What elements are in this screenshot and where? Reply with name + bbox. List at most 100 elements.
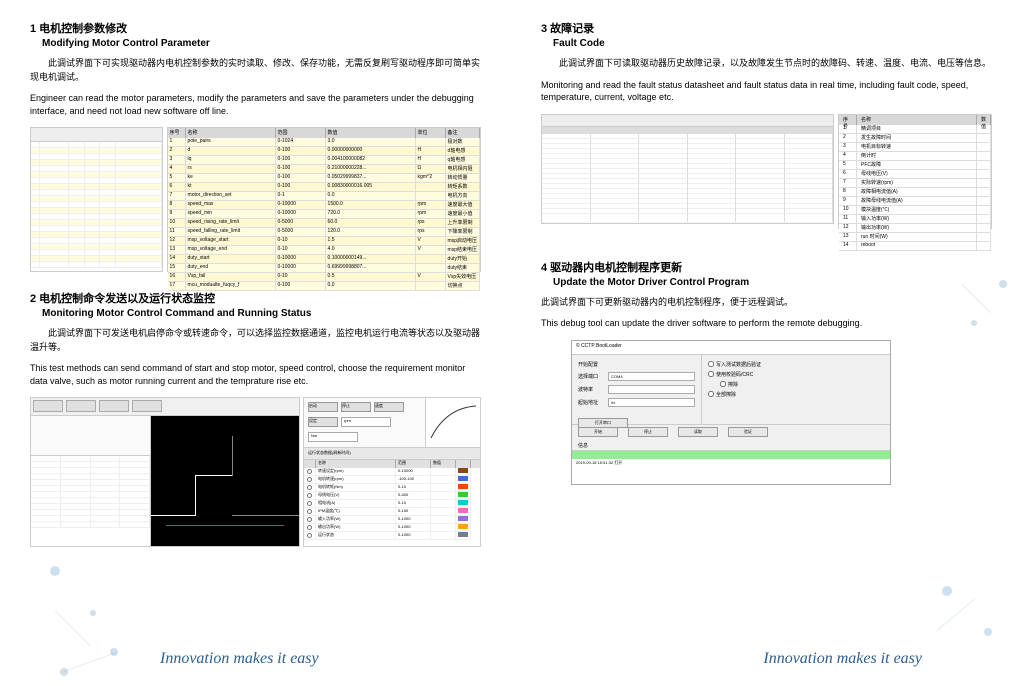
table-row[interactable]: 7motor_direction_set0-10.0电机方向	[168, 192, 480, 201]
tool-button[interactable]	[66, 400, 96, 412]
fault-history-pane	[541, 114, 834, 224]
table-row[interactable]: 7实际转速(rpm)	[839, 179, 991, 188]
addr-input[interactable]	[608, 398, 695, 407]
control-button[interactable]: 速度	[374, 402, 404, 412]
column-header: 范围	[396, 460, 431, 468]
start-button[interactable]: 开始	[578, 427, 618, 437]
row-checkbox[interactable]	[307, 525, 312, 530]
column-header: 序号	[168, 128, 186, 138]
port-input[interactable]	[608, 372, 695, 381]
table-row[interactable]: 9speed_min0-10000720.0rpm速度最小值	[168, 210, 480, 219]
table-row[interactable]: 5ke0-1000.05029999837...kgm^2转动惯量	[168, 174, 480, 183]
table-row[interactable]: 2d0-1000.00000000000Hd轴电感	[168, 147, 480, 156]
row-checkbox[interactable]	[307, 509, 312, 514]
baud-label: 波特率	[578, 386, 608, 393]
control-button[interactable]: 启动	[308, 402, 338, 412]
check-erase-all[interactable]	[708, 391, 714, 397]
tagline: Innovation makes it easy	[160, 650, 319, 668]
table-row[interactable]: 11speed_falling_rate_limit0-5000120.0rps…	[168, 228, 480, 237]
table-row[interactable]: 12输出功率(W)	[839, 224, 991, 233]
s1-param-table: 序号名称范围数值单位备注 1pole_pairs0-10243.0极对数2d0-…	[167, 127, 481, 272]
s3-title-cn: 3 故障记录	[541, 20, 992, 36]
table-row[interactable]: 11输入功率(W)	[839, 215, 991, 224]
table-row[interactable]: 转速设定(rpm)0-10000	[304, 468, 480, 476]
table-row[interactable]: 4倒计时	[839, 152, 991, 161]
table-row[interactable]: 14duty_start0-100000.10000000149...duty开…	[168, 255, 480, 264]
table-row[interactable]: 5PFC故障	[839, 161, 991, 170]
table-row[interactable]: 8speed_max0-100001500.0rpm速度最大值	[168, 201, 480, 210]
tool-button[interactable]	[33, 400, 63, 412]
table-row[interactable]: 2发生故障时间	[839, 134, 991, 143]
table-row[interactable]: 8故障相电流值(A)	[839, 188, 991, 197]
table-row[interactable]: 1精调项目	[839, 125, 991, 134]
check-crc[interactable]	[708, 371, 714, 377]
row-checkbox[interactable]	[307, 517, 312, 522]
fault-column	[542, 127, 591, 222]
fault-column	[688, 127, 737, 222]
row-checkbox[interactable]	[307, 485, 312, 490]
table-row[interactable]: 运行状态0-1000	[304, 532, 480, 540]
row-checkbox[interactable]	[307, 533, 312, 538]
table-row[interactable]: 电机转矩(Nm)0-10	[304, 484, 480, 492]
table-row[interactable]: 15duty_end0-100000.69999998807...duty结束	[168, 264, 480, 273]
list-item[interactable]	[31, 522, 150, 528]
row-checkbox[interactable]	[307, 469, 312, 474]
tool-button[interactable]	[99, 400, 129, 412]
table-row[interactable]: 母线电压(V)0-400	[304, 492, 480, 500]
control-button[interactable]: 设定	[308, 417, 338, 427]
table-row[interactable]: 12msp_voltage_start0-101.5Vmsp启动电压	[168, 237, 480, 246]
column-header: 名称	[316, 460, 396, 468]
log-label: 信息	[572, 441, 890, 450]
read-button[interactable]: 读取	[678, 427, 718, 437]
stop-button[interactable]: 停止	[628, 427, 668, 437]
baud-input[interactable]	[608, 385, 695, 394]
check-erase[interactable]	[720, 381, 726, 387]
table-row[interactable]: 9故障母线电流值(A)	[839, 197, 991, 206]
tool-button[interactable]	[132, 400, 162, 412]
bootloader-dialog: © CCTP BootLoader 开始配置 选择端口 波特率	[571, 340, 891, 485]
row-checkbox[interactable]	[307, 501, 312, 506]
unit-field[interactable]: Nm	[308, 432, 358, 442]
s3-desc-cn: 此调试界面下可读取驱动器历史故障记录，以及故障发生节点时的故障码、转速、温度、电…	[541, 57, 992, 71]
table-row[interactable]: 3电机目标转速	[839, 143, 991, 152]
table-row[interactable]: 输入功率(W)0-1000	[304, 516, 480, 524]
column-header: 名称	[186, 128, 276, 138]
s2-desc-en: This test methods can send command of st…	[30, 362, 481, 387]
table-row[interactable]: 16Vsp_fail0-100.5VVsp失效电压	[168, 273, 480, 282]
s4-desc-cn: 此调试界面下可更新驱动器内的电机控制程序，便于远程调试。	[541, 296, 992, 310]
unit-field[interactable]: rpm	[341, 417, 391, 427]
section-1: 1 电机控制参数修改 Modifying Motor Control Param…	[30, 20, 481, 272]
table-row[interactable]: 4rs0-1000.21000000228...Ω电机相内阻	[168, 165, 480, 174]
column-header: 备注	[446, 128, 480, 138]
table-row[interactable]: 输出功率(W)0-1000	[304, 524, 480, 532]
table-row[interactable]: IPM温度(℃)0-150	[304, 508, 480, 516]
table-row[interactable]: 13msp_voltage_end0-104.0Vmsp结束电压	[168, 246, 480, 255]
check-verify[interactable]	[708, 361, 714, 367]
table-row[interactable]: 相电流(A)0-10	[304, 500, 480, 508]
table-row[interactable]: 6kt0-1000.00830000016.005转矩系数	[168, 183, 480, 192]
color-swatch	[458, 500, 468, 505]
table-row[interactable]: 10speed_rising_rate_limit0-500060.0rps上升…	[168, 219, 480, 228]
column-header: 数值	[977, 115, 991, 125]
row-checkbox[interactable]	[307, 477, 312, 482]
row-checkbox[interactable]	[307, 493, 312, 498]
s3-screenshot: 序号名称数值 1精调项目2发生故障时间3电机目标转速4倒计时5PFC故障6母线电…	[541, 114, 992, 229]
s1-left-pane	[30, 127, 163, 272]
table-row[interactable]: 14reboot	[839, 242, 991, 251]
table-row[interactable]: 6母线电压(V)	[839, 170, 991, 179]
table-row[interactable]: 10模块温度(℃)	[839, 206, 991, 215]
fault-column	[785, 127, 834, 222]
table-row[interactable]: 电机转速(rpm)-100-100	[304, 476, 480, 484]
table-row[interactable]: 13run 时间(W)	[839, 233, 991, 242]
s3-desc-en: Monitoring and read the fault status dat…	[541, 79, 992, 104]
s3-title-en: Fault Code	[541, 38, 992, 49]
table-row[interactable]: 1pole_pairs0-10243.0极对数	[168, 138, 480, 147]
fault-column	[639, 127, 688, 222]
section-2: 2 电机控制命令发送以及运行状态监控 Monitoring Motor Cont…	[30, 290, 481, 547]
dialog-title: © CCTP BootLoader	[572, 341, 890, 355]
right-page: 3 故障记录 Fault Code 此调试界面下可读取驱动器历史故障记录，以及故…	[511, 0, 1022, 686]
list-item[interactable]	[31, 262, 162, 268]
verify-button[interactable]: 验证	[728, 427, 768, 437]
control-button[interactable]: 停止	[341, 402, 371, 412]
table-row[interactable]: 3lq0-1000.004100000082Hq轴电感	[168, 156, 480, 165]
